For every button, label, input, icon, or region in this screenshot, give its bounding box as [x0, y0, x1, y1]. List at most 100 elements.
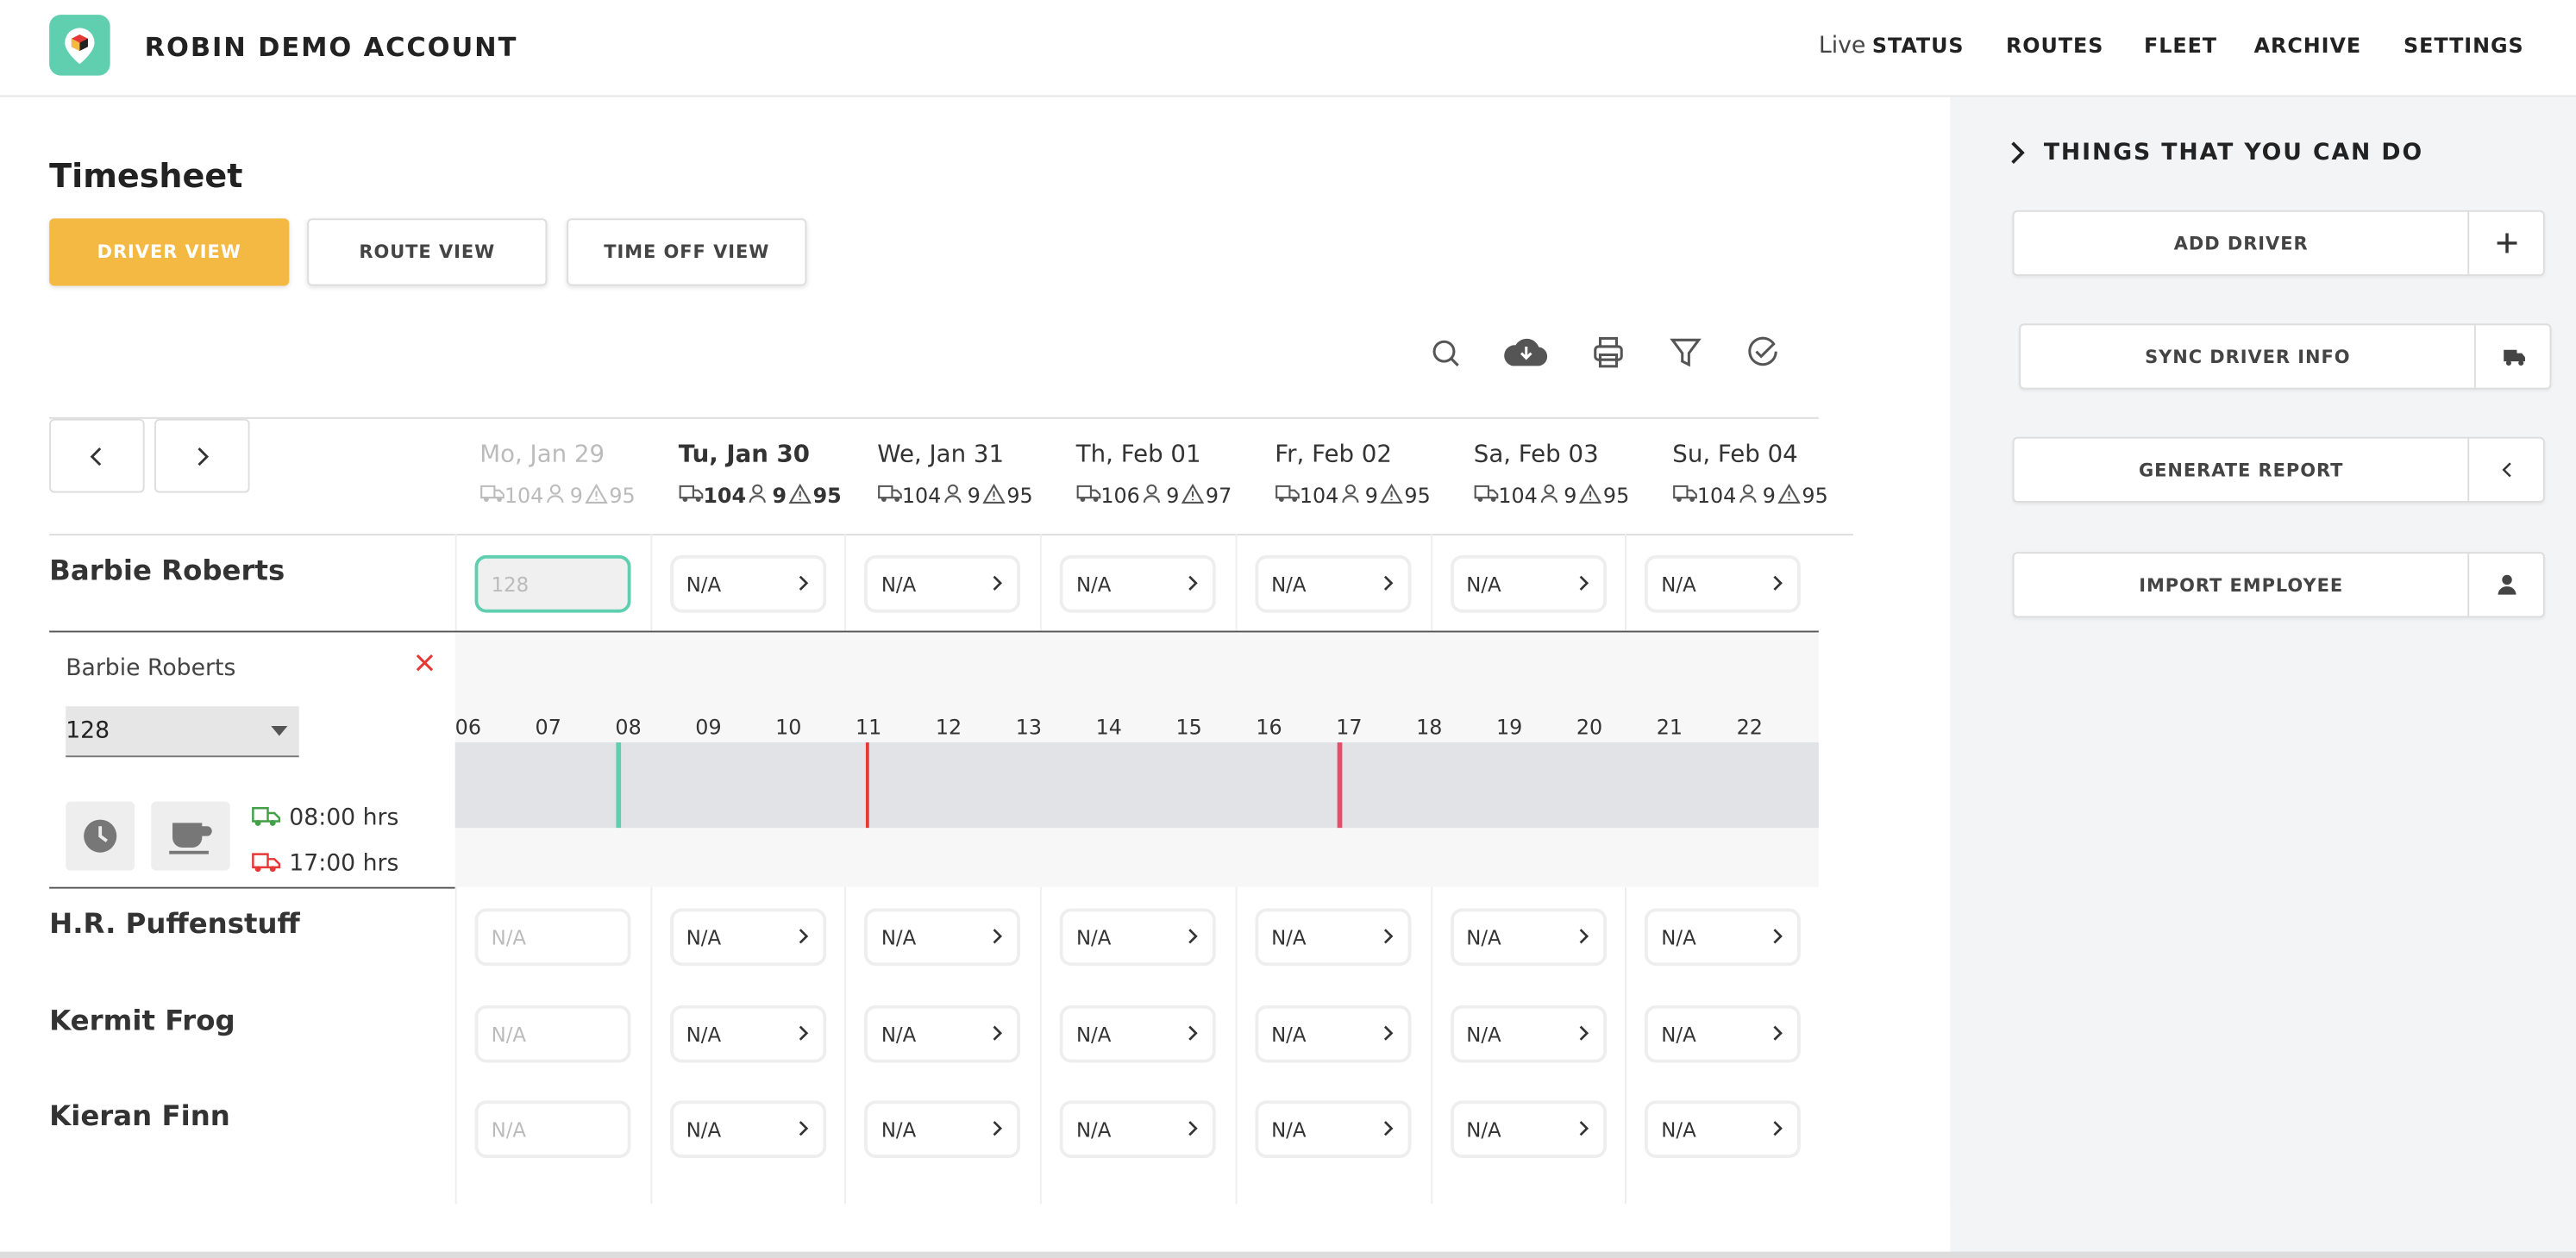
day-cell[interactable]: N/A	[1059, 908, 1216, 967]
cell-arrow	[1187, 1117, 1200, 1141]
nav-item[interactable]: Live STATUS	[1819, 33, 1965, 59]
driver-name: Kieran Finn	[49, 1100, 230, 1134]
day-cell[interactable]: N/A	[1255, 908, 1412, 967]
cell-value: N/A	[1075, 572, 1112, 596]
break-button[interactable]	[151, 801, 230, 871]
day-stats: 104 9 95	[1474, 483, 1631, 508]
nav-item[interactable]: ARCHIVE	[2254, 33, 2361, 58]
day-cell[interactable]: N/A	[864, 1005, 1021, 1063]
cell-value: N/A	[686, 1022, 722, 1046]
day-cell[interactable]: N/A	[864, 1100, 1021, 1159]
filter-icon[interactable]	[1670, 338, 1702, 367]
nav-label: SETTINGS	[2404, 33, 2524, 58]
day-cell[interactable]: N/A	[1450, 1005, 1607, 1063]
chevron	[2011, 141, 2025, 164]
day-cell[interactable]: N/A	[1645, 908, 1802, 967]
column-separator	[1040, 534, 1042, 631]
day-cell[interactable]: N/A	[1450, 1100, 1607, 1159]
close-detail[interactable]	[414, 652, 436, 673]
driver-name: Kermit Frog	[49, 1005, 235, 1038]
print-icon[interactable]	[1594, 336, 1623, 368]
day-cell[interactable]: N/A	[1059, 554, 1216, 613]
action-icon	[2467, 553, 2543, 616]
person-icon	[748, 483, 773, 508]
day-cell[interactable]: N/A	[1645, 1100, 1802, 1159]
alert-icon	[981, 483, 1007, 508]
day-cell[interactable]: N/A	[474, 1100, 631, 1159]
day-cell[interactable]: N/A	[1255, 1100, 1412, 1159]
day-label: Fr, Feb 02	[1275, 441, 1392, 468]
nav-label: ARCHIVE	[2253, 33, 2362, 58]
day-cell[interactable]: N/A	[1059, 1100, 1216, 1159]
search-icon[interactable]	[1432, 340, 1459, 366]
action-button[interactable]: ADD DRIVER	[2012, 210, 2545, 277]
hour-label: 12	[935, 714, 962, 740]
cell-value: N/A	[1661, 572, 1696, 596]
cell-value: N/A	[1075, 1022, 1112, 1046]
cell-value: N/A	[1466, 1022, 1501, 1046]
nav-item[interactable]: ROUTES	[2006, 33, 2103, 58]
nav-label: ROUTES	[2006, 33, 2104, 58]
day-cell[interactable]: N/A	[1450, 554, 1607, 613]
day-cell[interactable]: N/A	[1255, 1005, 1412, 1063]
day-cell[interactable]: N/A	[1255, 554, 1412, 613]
day-cell[interactable]: N/A	[474, 908, 631, 967]
logo[interactable]	[49, 15, 110, 76]
action-button[interactable]: IMPORT EMPLOYEE	[2012, 552, 2545, 618]
stat-vehicles: 104	[703, 483, 747, 508]
cell-value: N/A	[1661, 1117, 1696, 1142]
top-bar	[0, 0, 2576, 97]
day-cell[interactable]: N/A	[669, 908, 826, 967]
day-cell[interactable]: N/A	[474, 1005, 631, 1063]
day-stats: 104 9 95	[1672, 483, 1829, 508]
truck-icon	[479, 483, 505, 508]
stat-drivers: 9	[1166, 483, 1180, 508]
day-cell[interactable]: N/A	[669, 554, 826, 613]
page-title: Timesheet	[49, 155, 243, 196]
day-cell[interactable]: N/A	[1450, 908, 1607, 967]
action-button[interactable]: GENERATE REPORT	[2012, 436, 2545, 503]
prev-week[interactable]	[49, 418, 145, 493]
stat-drivers: 9	[1364, 483, 1378, 508]
dropdown-arrow	[271, 726, 288, 736]
action-button[interactable]: SYNC DRIVER INFO	[2019, 323, 2552, 390]
hour-label: 17	[1336, 714, 1363, 740]
day-cell[interactable]: N/A	[864, 554, 1021, 613]
day-cell[interactable]: N/A	[1645, 554, 1802, 613]
nav-item[interactable]: SETTINGS	[2404, 33, 2524, 58]
stat-drivers: 9	[772, 483, 787, 508]
end-marker	[1337, 742, 1343, 829]
hour-label: 20	[1576, 714, 1603, 740]
day-cell[interactable]: N/A	[669, 1005, 826, 1063]
hour-label: 10	[775, 714, 802, 740]
cell-arrow	[991, 925, 1004, 948]
check-icon[interactable]	[1748, 336, 1777, 366]
column-separator	[454, 534, 457, 631]
end-truck-icon	[252, 853, 281, 873]
day-cell[interactable]: N/A	[1645, 1005, 1802, 1063]
download-icon[interactable]	[1504, 338, 1548, 366]
next-week[interactable]	[154, 418, 250, 493]
cell-arrow	[1771, 925, 1784, 948]
cell-value: N/A	[1466, 925, 1501, 949]
view-button[interactable]: DRIVER VIEW	[49, 218, 290, 286]
cell-arrow	[1187, 925, 1200, 948]
stat-vehicles: 106	[1100, 483, 1140, 508]
view-button[interactable]: TIME OFF VIEW	[567, 218, 807, 286]
scrollbar	[0, 1251, 2576, 1258]
view-button[interactable]: ROUTE VIEW	[307, 218, 548, 286]
vehicle-select[interactable]: 128	[66, 706, 299, 758]
day-cell[interactable]: N/A	[864, 908, 1021, 967]
column-separator	[1235, 534, 1238, 631]
truck-icon	[679, 483, 704, 508]
column-separator	[1430, 534, 1432, 631]
hour-label: 18	[1416, 714, 1443, 740]
truck-icon	[1672, 483, 1697, 508]
day-cell[interactable]: N/A	[1059, 1005, 1216, 1063]
hour-label: 22	[1736, 714, 1763, 740]
day-cell[interactable]: N/A	[669, 1100, 826, 1159]
nav-item[interactable]: FLEET	[2144, 33, 2217, 58]
clock-button[interactable]	[66, 801, 135, 871]
day-cell[interactable]: 128	[474, 554, 631, 613]
